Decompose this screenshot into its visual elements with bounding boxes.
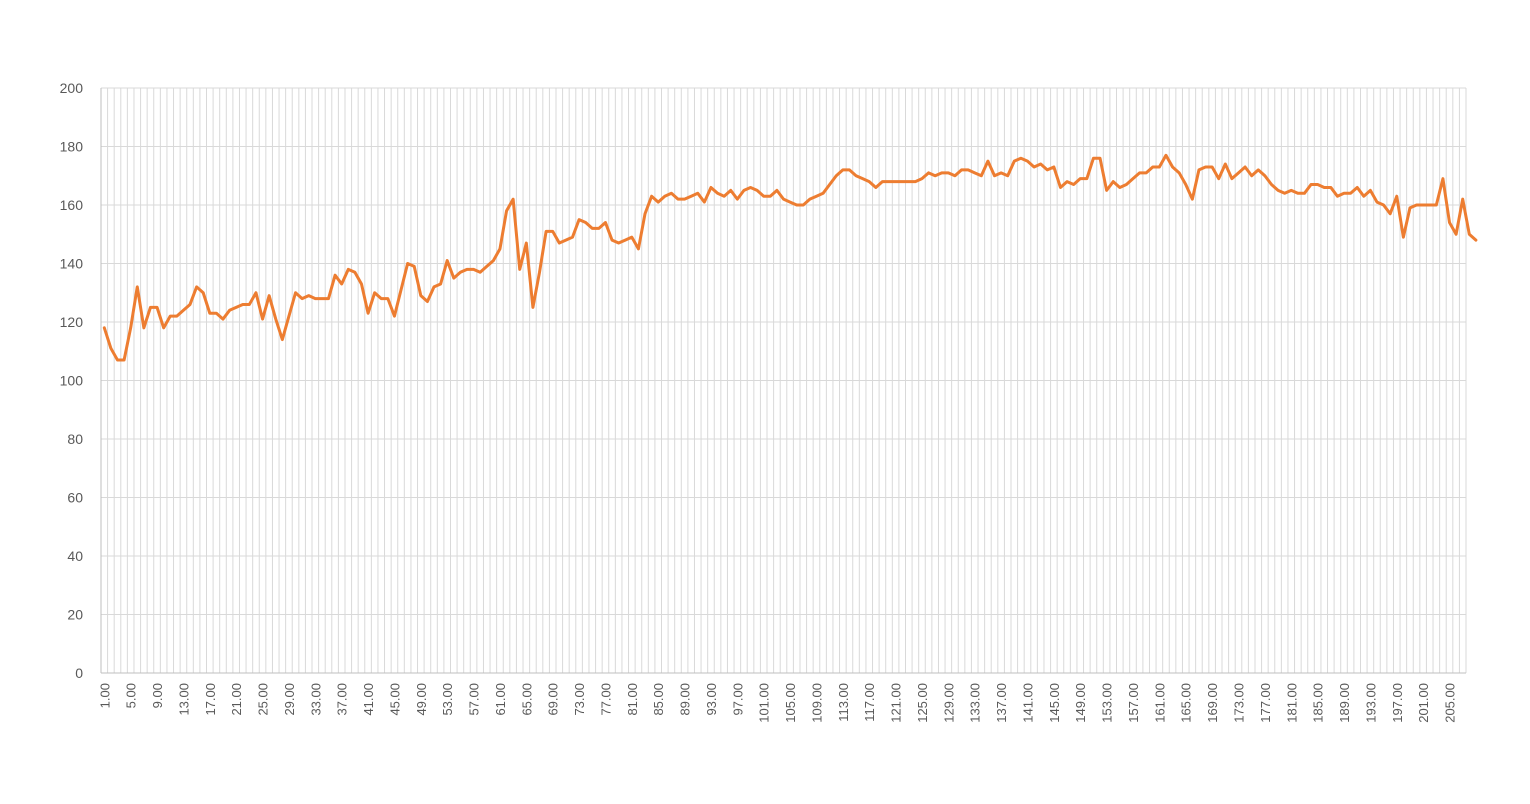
y-tick-label: 140 [60,256,84,272]
y-tick-label: 0 [75,665,83,681]
x-tick-label: 109.00 [809,683,824,723]
x-tick-label: 157.00 [1126,683,1141,723]
x-tick-label: 205.00 [1443,683,1458,723]
x-axis-tick-labels: 1.00 5.00 9.00 13.00 17.00 21.00 25.00 29.00 33.… [97,683,1457,723]
y-tick-label: 40 [67,548,83,564]
x-tick-label: 9.00 [150,683,165,708]
x-tick-label: 77.00 [598,683,613,716]
x-tick-label: 5.00 [124,683,139,708]
x-tick-label: 125.00 [915,683,930,723]
x-tick-label: 17.00 [203,683,218,716]
x-tick-label: 45.00 [387,683,402,716]
x-tick-label: 193.00 [1363,683,1378,723]
x-tick-label: 85.00 [651,683,666,716]
x-tick-label: 197.00 [1390,683,1405,723]
x-tick-label: 53.00 [440,683,455,716]
x-tick-label: 65.00 [519,683,534,716]
y-tick-label: 200 [60,80,84,96]
x-tick-label: 41.00 [361,683,376,716]
x-tick-label: 149.00 [1073,683,1088,723]
y-tick-label: 180 [60,139,84,155]
x-tick-label: 185.00 [1311,683,1326,723]
x-tick-label: 169.00 [1205,683,1220,723]
y-tick-label: 100 [60,373,84,389]
x-tick-label: 137.00 [994,683,1009,723]
x-tick-label: 73.00 [572,683,587,716]
x-tick-label: 13.00 [176,683,191,716]
y-tick-label: 20 [67,607,83,623]
y-axis-tick-labels: 0 20 40 60 80 100 120 140 160 180 200 [60,80,84,681]
x-tick-label: 129.00 [941,683,956,723]
x-tick-label: 1.00 [97,683,112,708]
x-tick-label: 29.00 [282,683,297,716]
y-tick-label: 80 [67,431,83,447]
x-tick-label: 101.00 [757,683,772,723]
x-tick-label: 37.00 [335,683,350,716]
x-tick-label: 121.00 [889,683,904,723]
horizontal-gridlines [101,87,1466,674]
x-tick-label: 61.00 [493,683,508,716]
x-tick-label: 189.00 [1337,683,1352,723]
x-tick-label: 105.00 [783,683,798,723]
x-tick-label: 25.00 [256,683,271,716]
x-tick-label: 49.00 [414,683,429,716]
x-tick-label: 133.00 [968,683,983,723]
y-tick-label: 160 [60,197,84,213]
axes [100,88,1466,674]
series-line [102,153,1478,362]
x-tick-label: 201.00 [1416,683,1431,723]
x-tick-label: 181.00 [1284,683,1299,723]
x-tick-label: 153.00 [1100,683,1115,723]
x-tick-label: 93.00 [704,683,719,716]
x-tick-label: 81.00 [625,683,640,716]
y-tick-label: 60 [67,490,83,506]
x-tick-label: 97.00 [730,683,745,716]
x-tick-label: 145.00 [1047,683,1062,723]
x-tick-label: 117.00 [862,683,877,722]
series-group [102,153,1478,362]
x-tick-label: 177.00 [1258,683,1273,723]
x-tick-label: 21.00 [229,683,244,716]
x-tick-label: 89.00 [678,683,693,716]
x-tick-label: 57.00 [467,683,482,716]
y-tick-label: 120 [60,314,84,330]
x-tick-label: 161.00 [1152,683,1167,723]
x-tick-label: 141.00 [1020,683,1035,723]
x-tick-label: 165.00 [1179,683,1194,723]
x-tick-label: 69.00 [546,683,561,716]
x-tick-label: 33.00 [308,683,323,716]
x-tick-label: 113.00 [836,683,851,722]
x-tick-label: 173.00 [1232,683,1247,723]
